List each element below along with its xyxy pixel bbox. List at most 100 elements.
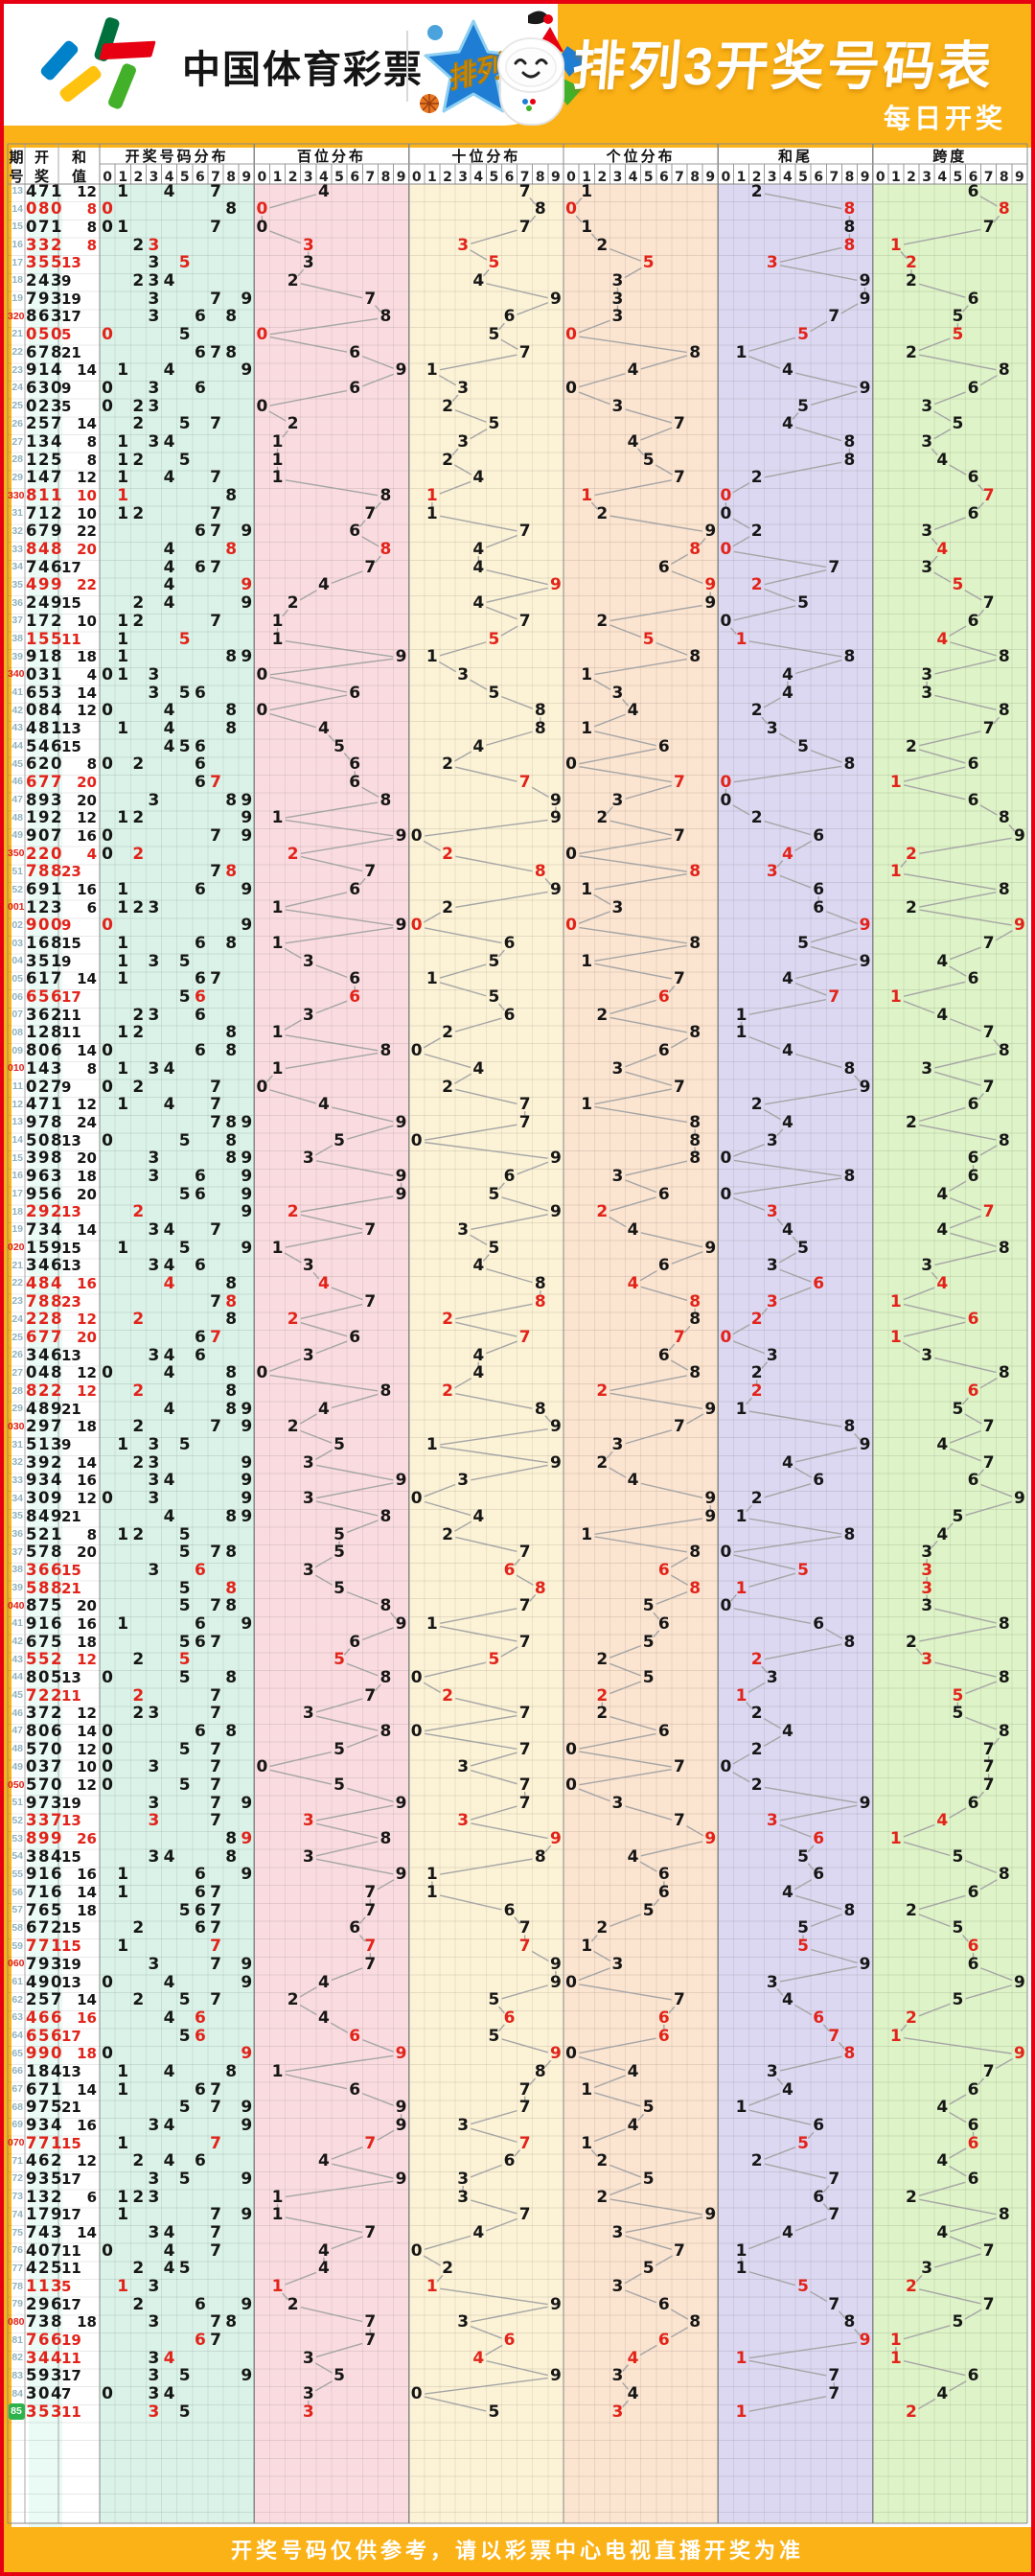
- plot-digit: 2: [132, 1417, 145, 1437]
- plot-digit: 0: [720, 772, 732, 792]
- plot-digit: 6: [194, 969, 206, 989]
- plot-digit: 2: [750, 468, 763, 488]
- plot-digit: 3: [766, 1667, 778, 1687]
- plot-digit: 6: [194, 1865, 206, 1885]
- plot-digit: 9: [241, 1202, 253, 1222]
- plot-digit: 9: [704, 522, 717, 542]
- plot-digit: 7: [518, 1918, 531, 1938]
- digit-header-cell: 8: [535, 170, 545, 185]
- plot-digit: 5: [797, 593, 809, 614]
- sum-value: 14: [77, 1453, 97, 1472]
- issue-label: 31: [12, 1438, 23, 1450]
- plot-digit: 7: [210, 414, 221, 434]
- plot-digit: 7: [210, 181, 221, 201]
- plot-digit: 2: [442, 1310, 453, 1330]
- band-bg: [100, 184, 255, 2523]
- plot-digit: 9: [859, 289, 871, 309]
- issue-label: 36: [12, 596, 23, 609]
- issue-label: 38: [12, 633, 23, 644]
- digit-header-cell: 7: [519, 170, 530, 185]
- sum-value: 15: [61, 2134, 81, 2152]
- sum-value: 23: [61, 1292, 81, 1311]
- plot-digit: 3: [148, 1149, 160, 1169]
- digit-header-cell: 0: [721, 170, 731, 185]
- plot-digit: 6: [349, 1632, 361, 1652]
- plot-digit: 2: [750, 1489, 763, 1509]
- plot-digit: 1: [117, 969, 129, 989]
- plot-digit: 5: [178, 1596, 191, 1616]
- plot-digit: 2: [906, 2007, 917, 2028]
- plot-digit: 8: [225, 790, 238, 810]
- plot-digit: 9: [241, 593, 253, 614]
- plot-digit: 7: [210, 1328, 221, 1348]
- plot-digit: 3: [611, 1954, 624, 1974]
- plot-digit: 3: [148, 1471, 160, 1491]
- plot-digit: 4: [318, 2259, 330, 2279]
- issue-label: 84: [12, 2387, 23, 2400]
- plot-digit: 5: [797, 736, 809, 756]
- result-value: 806: [26, 1041, 63, 1060]
- plot-digit: 5: [334, 2366, 345, 2386]
- sum-value: 12: [77, 1705, 97, 1723]
- plot-digit: 5: [334, 1739, 345, 1759]
- plot-digit: 5: [488, 951, 500, 971]
- issue-label: 22: [12, 1277, 23, 1289]
- plot-digit: 4: [472, 1256, 485, 1276]
- plot-digit: 3: [148, 1452, 160, 1473]
- plot-digit: 8: [225, 1310, 238, 1330]
- plot-digit: 4: [936, 951, 949, 971]
- digit-header-cell: 9: [705, 170, 716, 185]
- sum-value: 5: [61, 397, 72, 415]
- issue-label: 46: [12, 776, 23, 788]
- plot-digit: 2: [442, 450, 453, 470]
- plot-digit: 8: [843, 754, 856, 775]
- plot-digit: 1: [271, 934, 284, 954]
- plot-digit: 3: [148, 1058, 160, 1079]
- plot-digit: 2: [287, 414, 299, 434]
- plot-digit: 6: [194, 880, 206, 900]
- plot-digit: 8: [998, 1667, 1010, 1687]
- plot-digit: 3: [148, 2223, 160, 2243]
- plot-digit: 2: [596, 1005, 609, 1025]
- plot-digit: 0: [256, 396, 268, 416]
- plot-digit: 4: [163, 2223, 175, 2243]
- plot-digit: 3: [457, 1811, 470, 1831]
- plot-digit: 7: [518, 1095, 531, 1115]
- plot-digit: 8: [998, 1238, 1010, 1258]
- result-value: 677: [26, 1328, 63, 1347]
- plot-digit: 3: [457, 2187, 470, 2207]
- plot-digit: 6: [194, 1184, 206, 1204]
- plot-digit: 7: [982, 486, 995, 506]
- plot-digit: 7: [210, 342, 221, 362]
- issue-label: 83: [12, 2369, 23, 2381]
- sum-value: 6: [86, 898, 97, 917]
- plot-digit: 8: [689, 1130, 702, 1150]
- plot-digit: 1: [581, 880, 593, 900]
- sum-value: 8: [86, 218, 97, 236]
- issue-label: 08: [12, 1026, 23, 1038]
- digit-header-cell: 4: [937, 170, 948, 185]
- plot-digit: 1: [117, 664, 129, 685]
- plot-digit: 4: [163, 1506, 175, 1526]
- sum-value: 12: [77, 1740, 97, 1758]
- plot-digit: 6: [349, 2079, 361, 2100]
- plot-digit: 6: [503, 2331, 516, 2351]
- plot-digit: 9: [395, 2115, 407, 2135]
- plot-digit: 1: [117, 897, 129, 917]
- plot-digit: 3: [457, 1219, 470, 1240]
- result-value: 366: [26, 1560, 63, 1579]
- sum-value: 13: [61, 1973, 81, 1991]
- digit-header-cell: 4: [783, 170, 793, 185]
- issue-label: 51: [12, 1797, 23, 1809]
- plot-digit: 4: [472, 1058, 485, 1079]
- plot-digit: 6: [967, 2366, 979, 2386]
- plot-digit: 4: [163, 2240, 175, 2261]
- plot-digit: 3: [148, 664, 160, 685]
- plot-digit: 7: [982, 1077, 995, 1097]
- plot-digit: 4: [781, 2079, 794, 2100]
- plot-digit: 7: [982, 1452, 995, 1473]
- plot-digit: 3: [921, 557, 933, 577]
- plot-digit: 0: [102, 324, 113, 344]
- sum-value: 9: [61, 271, 72, 290]
- result-value: 398: [26, 1149, 63, 1168]
